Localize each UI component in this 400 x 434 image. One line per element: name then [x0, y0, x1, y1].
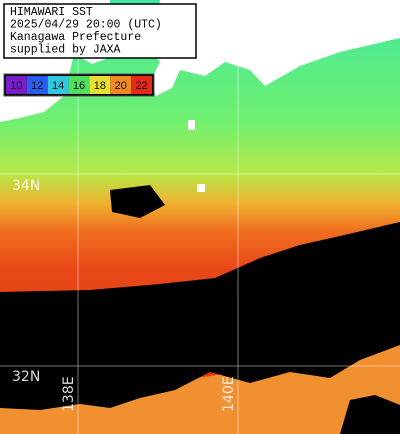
- header-box: [3, 3, 197, 59]
- legend-swatch: [131, 76, 152, 94]
- legend-label: 16: [73, 80, 85, 92]
- lon-label: 138E: [61, 376, 77, 412]
- legend-label: 10: [10, 80, 22, 92]
- island: [197, 184, 205, 192]
- lat-label: 34N: [12, 178, 40, 194]
- legend-swatch: [68, 76, 90, 94]
- legend-swatch: [6, 76, 27, 94]
- legend-swatch: [47, 76, 69, 94]
- cloud-mask: [110, 185, 165, 218]
- legend-swatch: [26, 76, 48, 94]
- legend-label: 12: [31, 80, 43, 92]
- header-line: Kanagawa Prefecture: [10, 31, 141, 44]
- legend-label: 14: [52, 80, 64, 92]
- header-line: 2025/04/29 20:00 (UTC): [10, 19, 162, 32]
- lon-label: 140E: [221, 376, 237, 412]
- island: [188, 120, 195, 130]
- cloud-mask: [0, 222, 400, 410]
- header-line: HIMAWARI SST: [10, 6, 93, 19]
- header-line: supplied by JAXA: [10, 44, 121, 57]
- cloud-mask: [340, 395, 400, 434]
- lat-label: 32N: [12, 369, 40, 385]
- legend-swatch: [110, 76, 132, 94]
- legend-label: 22: [135, 80, 147, 92]
- land: [142, 0, 400, 96]
- legend-label: 20: [115, 80, 127, 92]
- legend-swatch: [89, 76, 111, 94]
- legend-label: 18: [94, 80, 106, 92]
